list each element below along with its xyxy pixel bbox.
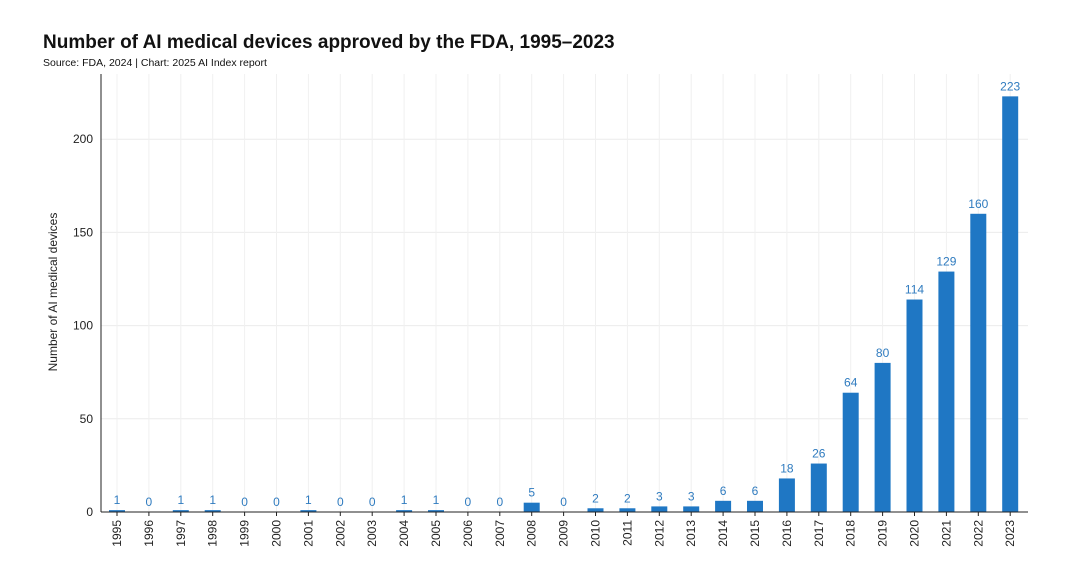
data-label: 0 [560,495,567,509]
data-label: 18 [780,461,794,475]
bar [842,392,859,512]
y-tick-label: 150 [73,225,93,239]
data-label: 160 [968,197,988,211]
grid-lines [101,74,1028,512]
bar [523,502,540,512]
x-tick-label: 2013 [684,520,698,547]
data-label: 129 [936,255,956,269]
data-label: 0 [273,495,280,509]
data-label: 3 [688,489,695,503]
chart-subtitle: Source: FDA, 2024 | Chart: 2025 AI Index… [43,57,267,69]
x-tick-label: 2020 [908,520,922,547]
data-label: 1 [209,493,216,507]
x-tick-label: 2015 [748,520,762,547]
x-tick-label: 2018 [844,520,858,547]
x-tick-label: 1999 [238,520,252,547]
data-label: 3 [656,489,663,503]
bar [683,506,700,512]
x-tick-label: 2011 [620,520,634,546]
bar [396,510,413,512]
x-tick-label: 1995 [110,520,124,547]
bar [715,500,732,512]
x-tick-label: 2004 [397,520,411,547]
data-label: 2 [624,491,631,505]
data-label: 1 [177,493,184,507]
x-tick-labels: 1995 1996 1997 1998 1999 2000 2001 2002 2003 2004… [110,512,1017,547]
data-label: 114 [905,283,924,297]
data-label: 223 [1000,79,1020,93]
x-tick-label: 1998 [206,520,220,547]
y-tick-label: 0 [86,505,93,519]
bar [204,510,221,512]
bars [109,96,1019,512]
data-label: 0 [496,495,503,509]
bar [874,362,891,512]
x-tick-label: 2017 [812,520,826,547]
y-tick-label: 50 [80,412,94,426]
data-label: 0 [241,495,248,509]
x-tick-label: 2006 [461,520,475,547]
data-label: 2 [592,491,599,505]
bar [970,213,987,512]
x-tick-label: 2023 [1003,520,1017,547]
data-label: 5 [528,486,535,500]
axes [100,74,1028,513]
bar [778,478,795,512]
data-label: 1 [433,493,440,507]
data-label: 6 [752,484,759,498]
x-tick-label: 2003 [365,520,379,547]
bar [587,508,604,512]
bar [810,463,827,512]
x-tick-label: 1997 [174,520,188,547]
x-tick-label: 1996 [142,520,156,547]
bar [109,510,125,512]
data-label: 64 [844,376,858,390]
data-label: 0 [146,495,153,509]
y-tick-label: 100 [73,319,93,333]
x-tick-label: 2000 [270,520,284,547]
data-label: 26 [812,447,826,461]
x-tick-label: 2014 [716,520,730,547]
data-label: 0 [337,495,344,509]
y-axis-label: Number of AI medical devices [46,213,60,372]
chart-title: Number of AI medical devices approved by… [43,32,615,53]
x-tick-label: 2012 [652,520,666,547]
x-tick-label: 2009 [557,520,571,547]
x-tick-label: 2022 [971,520,985,547]
bar [172,510,189,512]
x-tick-label: 2021 [939,520,953,547]
data-label: 1 [114,493,121,507]
data-label: 1 [401,493,408,507]
x-tick-label: 2010 [589,520,603,547]
data-label: 1 [305,493,312,507]
x-tick-label: 2019 [876,520,890,547]
x-tick-label: 2016 [780,520,794,547]
data-label: 0 [465,495,472,509]
bar [747,500,763,512]
bar [1002,96,1019,512]
x-tick-label: 2007 [493,520,507,547]
y-tick-label: 200 [73,132,93,146]
x-tick-label: 2002 [333,520,347,547]
bar [428,510,444,512]
x-tick-label: 2001 [301,520,315,547]
bar [938,271,955,512]
y-tick-labels: 0 50 100 150 200 [73,132,93,519]
data-label: 0 [369,495,376,509]
data-label: 80 [876,346,890,360]
x-tick-label: 2005 [429,520,443,547]
x-tick-label: 2008 [525,520,539,547]
bar [651,506,668,512]
data-label: 6 [720,484,727,498]
bar [906,299,923,512]
bar [619,508,636,512]
data-labels: 1 0 1 1 0 0 1 0 0 1 1 0 050 2 2 3 3 6 61826648011412916022… [114,79,1021,509]
bar [300,510,317,512]
